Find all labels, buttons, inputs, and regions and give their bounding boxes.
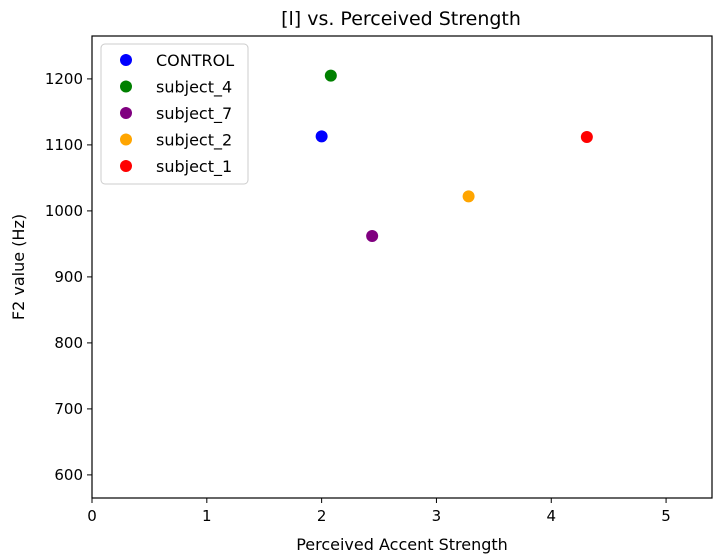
x-tick-label: 5 <box>661 507 671 525</box>
legend-label: subject_2 <box>156 131 232 151</box>
legend-label: subject_4 <box>156 78 232 98</box>
legend-marker <box>120 160 132 172</box>
y-tick-label: 600 <box>54 466 83 484</box>
legend-label: subject_1 <box>156 157 232 177</box>
x-tick-label: 1 <box>202 507 212 525</box>
x-tick-label: 4 <box>546 507 556 525</box>
x-axis: 0 1 2 3 4 5 <box>87 498 671 525</box>
x-axis-label: Perceived Accent Strength <box>296 535 508 554</box>
legend-label: subject_7 <box>156 104 232 124</box>
y-axis-label: F2 value (Hz) <box>9 214 28 320</box>
data-point-control <box>315 130 328 143</box>
legend-marker <box>120 107 132 119</box>
y-tick-label: 1000 <box>45 202 83 220</box>
plot-area <box>91 35 713 499</box>
x-tick-label: 2 <box>317 507 327 525</box>
legend-marker <box>120 54 132 66</box>
legend-frame <box>100 43 249 185</box>
data-point-subject-1 <box>580 130 593 143</box>
data-point-subject-4 <box>324 69 337 82</box>
y-tick-label: 800 <box>54 334 83 352</box>
chart-title: [l] vs. Perceived Strength <box>281 8 521 30</box>
data-point-subject-2 <box>462 190 475 203</box>
legend-items: CONTROL subject_4 subject_7 subject_2subjec… <box>120 51 234 177</box>
y-tick-label: 700 <box>54 400 83 418</box>
x-tick-label: 3 <box>432 507 442 525</box>
y-axis: 600 700 800 900 1000 1100 1200 <box>45 70 92 484</box>
y-tick-label: 900 <box>54 268 83 286</box>
data-point-subject-7 <box>366 229 379 242</box>
legend: CONTROL subject_4 subject_7 subject_2subjec… <box>100 43 249 185</box>
legend-marker <box>120 133 132 146</box>
legend-label: CONTROL <box>156 51 234 70</box>
data-points <box>315 69 593 242</box>
x-tick-label: 0 <box>87 507 97 525</box>
legend-marker <box>120 80 132 93</box>
y-tick-label: 1200 <box>45 70 83 88</box>
y-tick-label: 1100 <box>45 136 83 154</box>
